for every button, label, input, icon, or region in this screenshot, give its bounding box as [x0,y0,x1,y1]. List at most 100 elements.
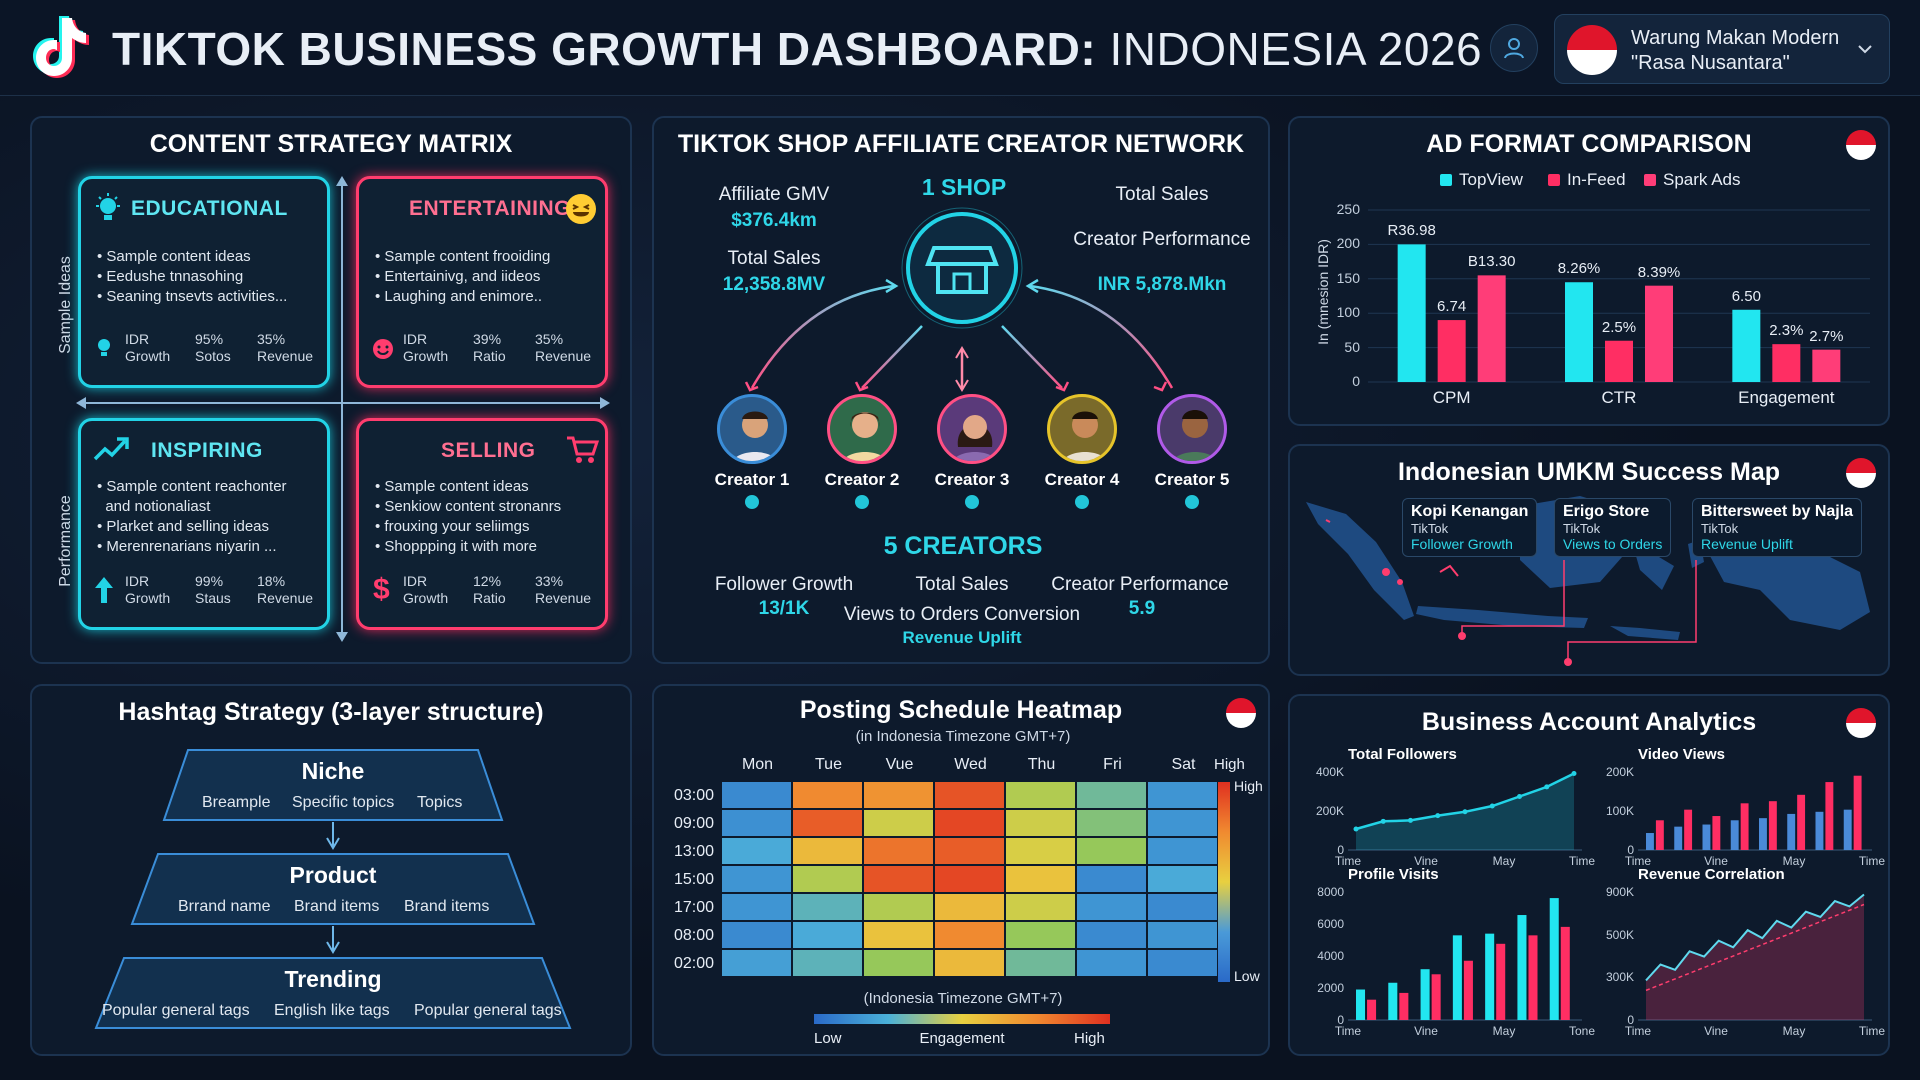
mini-x-tick: Time [1858,854,1886,868]
mini-y-tick: 900K [1605,885,1634,899]
tiktok-logo-icon[interactable] [28,12,92,82]
heatmap-day-label: Thu [1027,756,1056,773]
shopping-cart-icon [567,436,599,463]
quadrant-stats: IDR Growth 99% Staus 18% Revenue [81,573,327,613]
mini-x-tick: Time [1858,1024,1886,1038]
mini-x-tick: Time [1568,854,1596,868]
bar-in-feed [1437,320,1466,382]
bar-series-1 [1759,818,1767,850]
mini-y-tick: 2000 [1317,981,1344,995]
heatmap-cell [1077,866,1146,892]
network-connections [744,207,1174,392]
mini-y-tick: 0 [1627,1013,1634,1027]
business-selector[interactable]: Warung Makan Modern "Rasa Nusantara" [1554,14,1890,84]
panel-title: Indonesian UMKM Success Map [1397,458,1781,486]
hashtag-panel: Hashtag Strategy (3-layer structure) Nic… [30,684,632,1056]
bar-value-label: 2.7% [1809,327,1844,345]
layer-niche[interactable]: Niche Breample Specific topics Topics [32,758,634,818]
revenue-uplift-label: Revenue Uplift [902,628,1022,647]
user-button[interactable] [1490,24,1538,72]
heatmap-time-label: 09:00 [673,815,714,832]
y-tick-label: 100 [1336,304,1360,321]
bar-series-1 [1356,989,1366,1020]
bar-series-2 [1367,999,1377,1020]
quadrant-educational[interactable]: EDUCATIONAL • Sample content ideas • Eed… [78,176,330,388]
scale-low: Low [1234,968,1260,984]
creator-card[interactable]: Creator 5 [1137,394,1247,509]
bar-series-2 [1712,816,1721,850]
lightbulb-icon [96,193,120,220]
bottom-creator-performance-label: Creator Performance [1051,574,1229,595]
content-strategy-panel: CONTENT STRATEGY MATRIX Sample Ideas Per… [30,116,632,664]
quadrant-selling[interactable]: SELLING • Sample content ideas • Senkiow… [356,418,608,630]
heatmap-cell [935,866,1004,892]
layer-product[interactable]: Product Brrand name Brand items Brand it… [32,862,634,922]
quadrant-stats: IDR Growth 95% Sotos 35% Revenue [81,331,327,371]
layer-trending[interactable]: Trending Popular general tags English li… [32,966,634,1026]
creators-count: 5 CREATORS [883,532,1043,560]
heatmap-time-label: 08:00 [673,927,714,944]
mini-y-tick: 200K [1605,765,1634,779]
data-point [1571,771,1577,777]
mini-y-tick: 500K [1605,927,1634,942]
panel-title: CONTENT STRATEGY MATRIX [149,130,513,158]
creator-name: Creator 3 [934,470,1010,489]
total-sales-right-label: Total Sales [1115,184,1209,205]
mini-x-tick: Tone [1568,1024,1596,1038]
bar-series-2 [1528,935,1538,1020]
quadrant-inspiring[interactable]: INSPIRING • Sample content reachonter an… [78,418,330,630]
bar-series-2 [1431,974,1441,1020]
bar-in-feed [1772,344,1801,382]
panel-title: Hashtag Strategy (3-layer structure) [118,698,544,726]
heatmap-subtitle: (in Indonesia Timezone GMT+7) [855,728,1071,745]
y-tick-label: 250 [1336,201,1360,217]
mini-x-tick: May [1782,1024,1806,1038]
business-name: Warung Makan Modern "Rasa Nusantara" [1631,26,1839,76]
mini-x-tick: Vine [1414,854,1438,868]
quadrant-stats: IDR Growth 39% Ratio 35% Revenue [359,331,605,371]
indonesia-map[interactable] [1290,446,1892,678]
heatmap-cell [722,810,791,836]
heatmap-cell [1077,782,1146,808]
layer-title: Product [289,862,377,888]
verified-check-icon [1075,495,1089,509]
indonesia-flag-icon [1846,708,1876,738]
heatmap-cell [1148,866,1217,892]
hashtag-pyramid [94,749,572,1029]
heatmap-vertical-scale [1218,782,1230,982]
data-point [1408,817,1413,823]
bar-value-label: 2.5% [1601,318,1637,336]
creator-name: Creator 2 [824,470,900,489]
map-card-bittersweet[interactable]: Bittersweet by Najla TikTok Revenue Upli… [1692,498,1863,557]
mini-y-tick: 100K [1605,804,1634,818]
heatmap-cell [864,838,933,864]
creator-card[interactable]: Creator 4 [1027,394,1137,509]
heatmap-cell [722,950,791,976]
legend-spark-ads: Spark Ads [1644,170,1741,190]
quadrant-entertaining[interactable]: ENTERTAINING • Sample content frooiding … [356,176,608,388]
title-light: INDONESIA 2026 [1109,23,1483,75]
quadrant-title: INSPIRING [151,439,263,462]
creator-network-panel: TIKTOK SHOP AFFILIATE CREATOR NETWORK Af… [652,116,1270,664]
heatmap-cell [864,866,933,892]
creator-card[interactable]: Creator 3 [917,394,1027,509]
mini-x-tick: Time [1624,1024,1652,1038]
mini-y-tick: 6000 [1317,917,1344,931]
verified-check-icon [965,495,979,509]
map-card-kopi-kenangan[interactable]: Kopi Kenangan TikTok Follower Growth [1402,498,1538,557]
bar-series-2 [1399,992,1409,1020]
creator-card[interactable]: Creator 1 [697,394,807,509]
data-point [1462,809,1468,815]
heatmap-cell [722,922,791,948]
creator-card[interactable]: Creator 2 [807,394,917,509]
indonesia-flag-icon [1567,25,1617,75]
heatmap-cell [1006,950,1075,976]
follower-growth-value: 13/1K [758,598,810,619]
bar-value-label: 6.50 [1731,287,1761,305]
bottom-creator-performance-value: 5.9 [1128,598,1156,619]
indonesia-flag-icon [1226,698,1256,728]
map-card-erigo-store[interactable]: Erigo Store TikTok Views to Orders [1554,498,1672,557]
layer-tag: Breample [202,794,271,811]
heatmap-time-label: 15:00 [673,871,714,888]
bar-series-1 [1702,824,1711,850]
